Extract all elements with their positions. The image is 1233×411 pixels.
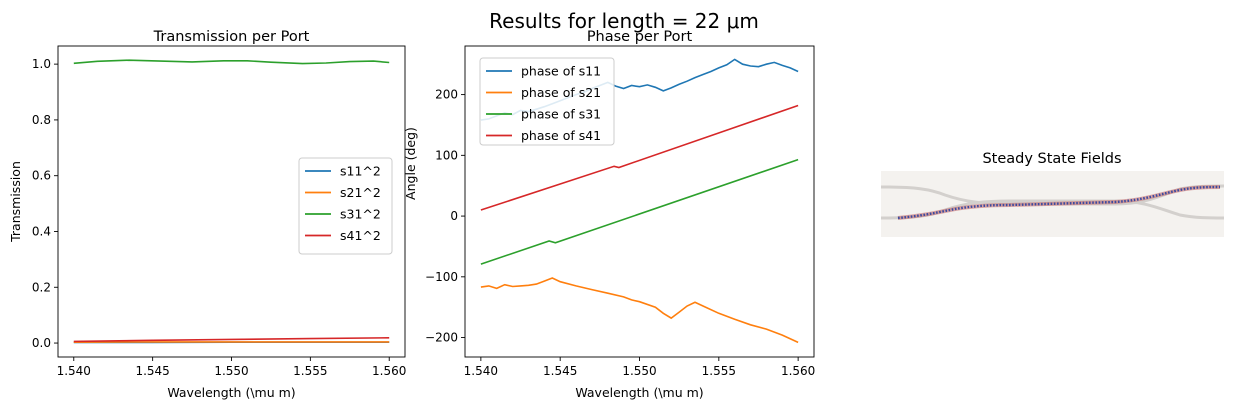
y-tick-label: 0.2 xyxy=(32,280,51,294)
legend-label: phase of s31 xyxy=(521,107,601,122)
legend-label: s21^2 xyxy=(340,185,381,200)
y-tick-label: 1.0 xyxy=(32,57,51,71)
y-tick-label: −200 xyxy=(425,331,458,345)
y-tick-label: 200 xyxy=(435,88,458,102)
legend-label: s31^2 xyxy=(340,207,381,222)
legend-frame xyxy=(298,157,393,255)
x-tick-label: 1.545 xyxy=(543,364,577,378)
plots-layer: Transmission per Port 1.540 1.545 1.550 1.55… xyxy=(8,29,1225,400)
x-tick-label: 1.550 xyxy=(214,364,248,378)
legend: phase of s11 phase of s21 phase of s31 phas… xyxy=(479,57,615,146)
y-axis-label: Angle (deg) xyxy=(403,127,418,200)
x-axis-label: Wavelength (\mu m) xyxy=(575,385,703,400)
x-tick-label: 1.540 xyxy=(57,364,91,378)
axes-title: Transmission per Port xyxy=(153,29,310,45)
x-tick-label: 1.560 xyxy=(781,364,815,378)
field-oscillation xyxy=(897,185,1221,220)
series-line xyxy=(73,59,390,65)
axes-title: Steady State Fields xyxy=(982,151,1121,167)
y-tick-label: 0 xyxy=(450,209,458,223)
y-tick-label: 100 xyxy=(435,148,458,162)
y-tick-label: 0.4 xyxy=(32,224,51,238)
axes-3: Steady State Fields xyxy=(880,151,1225,237)
series-line xyxy=(480,158,799,265)
y-tick-label: −100 xyxy=(425,270,458,284)
legend: s11^2 s21^2 s31^2 s41^2 xyxy=(298,157,393,255)
axes-1: Transmission per Port 1.540 1.545 1.550 1.55… xyxy=(8,29,406,400)
legend-label: phase of s21 xyxy=(521,85,601,100)
x-tick-label: 1.540 xyxy=(464,364,498,378)
legend-label: phase of s11 xyxy=(521,64,601,79)
x-tick-label: 1.555 xyxy=(293,364,327,378)
series-line xyxy=(480,277,799,344)
legend-label: s11^2 xyxy=(340,164,381,179)
y-axis-label: Transmission xyxy=(8,161,23,243)
figure-suptitle: Results for length = 22 μm xyxy=(489,9,759,33)
axes-title: Phase per Port xyxy=(587,29,693,45)
x-tick-label: 1.545 xyxy=(135,364,169,378)
x-tick-label: 1.550 xyxy=(622,364,656,378)
y-tick-label: 0.8 xyxy=(32,113,51,127)
legend-label: phase of s41 xyxy=(521,128,601,143)
legend-frame xyxy=(479,57,615,146)
series-line xyxy=(73,337,390,343)
y-tick-label: 0.0 xyxy=(32,336,51,350)
x-tick-label: 1.560 xyxy=(372,364,406,378)
x-axis-label: Wavelength (\mu m) xyxy=(167,385,295,400)
axes-2: Phase per Port 1.540 1.545 1.550 1.555 1.560 −… xyxy=(403,29,815,400)
y-tick-label: 0.6 xyxy=(32,169,51,183)
series-line xyxy=(480,104,799,211)
x-tick-label: 1.555 xyxy=(702,364,736,378)
legend-label: s41^2 xyxy=(340,228,381,243)
